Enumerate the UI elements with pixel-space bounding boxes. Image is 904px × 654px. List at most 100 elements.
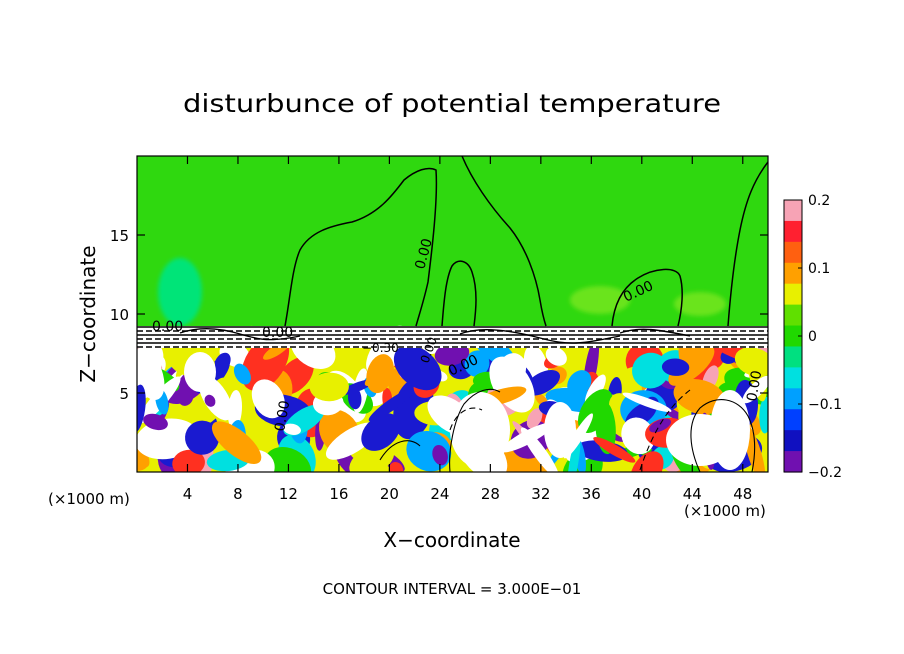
colorbar-swatch [784, 200, 802, 222]
field-patch [137, 436, 150, 468]
field-patch [361, 413, 401, 451]
chart-title: disturbunce of potential temperature [183, 89, 721, 118]
field-patch [185, 420, 220, 455]
field-patch [251, 379, 285, 419]
field-patch [544, 402, 576, 458]
field-patch [347, 386, 362, 410]
contour-right-edge [727, 161, 768, 327]
y-axis-label: Z−coordinate [76, 245, 100, 382]
field-patch [227, 389, 243, 430]
inversion-contours [137, 326, 768, 348]
colorbar-swatch [784, 388, 802, 410]
contour-label: −0.30 [362, 341, 399, 355]
field-patch [497, 353, 527, 387]
field-patch [621, 417, 655, 455]
field-patch [184, 352, 216, 392]
colorbar-tick-label: −0.2 [808, 465, 842, 481]
contour-dome-left [284, 167, 438, 327]
field-patch [526, 408, 543, 429]
plot-area [137, 156, 768, 472]
lower-contours [379, 388, 756, 472]
colorbar-swatch [784, 220, 802, 243]
upper-contours [284, 156, 768, 327]
field-patch [264, 446, 312, 472]
field-patch [742, 375, 768, 404]
x-tick-label: 12 [279, 485, 298, 503]
colorbar-swatch [784, 283, 802, 306]
field-patch [673, 378, 726, 415]
contour-label: 0.00 [412, 237, 436, 271]
field-patch [366, 354, 394, 394]
field-patch [137, 418, 199, 460]
colorbar-swatch [784, 262, 802, 285]
colorbar-tick-label: 0 [808, 329, 817, 345]
field-patch [388, 461, 404, 472]
field-patch [204, 394, 216, 407]
field-patch [283, 423, 301, 435]
field-patch [567, 370, 592, 397]
field-patch [172, 449, 205, 472]
colorbar-swatch [784, 241, 802, 264]
x-tick-label: 4 [183, 485, 193, 503]
field-patch [734, 347, 768, 377]
inversion-band [137, 326, 768, 348]
y-tick-label: 5 [119, 385, 129, 403]
field-patch [393, 344, 442, 391]
contour-hump-right [611, 268, 683, 327]
contour-labels: 0.00 0.00 0.00 0.00 0.00 0.00 0.00 −0.30… [152, 237, 765, 433]
colorbar-tick-label: 0.2 [808, 193, 830, 209]
contour-plume-mid [441, 260, 477, 327]
x-tick-label: 28 [481, 485, 500, 503]
y-axis: 5 10 15 [110, 227, 768, 403]
field-patch [464, 350, 490, 377]
contour-label: 0.00 [272, 399, 293, 432]
colorbar-swatch [784, 409, 802, 431]
field-patch [622, 392, 672, 413]
upper-anomaly-cyan [158, 258, 202, 326]
field-patch [661, 358, 690, 376]
field-patch [649, 418, 672, 433]
x-tick-label: 16 [329, 485, 348, 503]
field-patch [450, 392, 510, 468]
contour-label: 0.00 [152, 319, 183, 335]
field-patch [432, 444, 448, 466]
field-patch [633, 436, 647, 451]
field-patch [545, 346, 567, 366]
colorbar-swatch [784, 304, 802, 327]
x-axis-label: X−coordinate [383, 528, 520, 552]
field-patch [593, 436, 636, 463]
contour-label: 0.00 [262, 325, 293, 341]
field-patch [368, 388, 415, 422]
x-unit-right: (×1000 m) [684, 502, 766, 520]
x-axis: 4 8 12 16 20 24 28 32 36 40 44 48 [183, 156, 752, 503]
field-patch [143, 413, 168, 431]
colorbar: 0.2 0.1 0 −0.1 −0.2 [783, 193, 842, 481]
colorbar-swatch [784, 325, 802, 348]
field-patch [567, 434, 581, 472]
field-patch [214, 352, 231, 373]
field-patch [309, 372, 349, 402]
y-tick-label: 15 [110, 227, 129, 245]
x-tick-label: 20 [380, 485, 399, 503]
colorbar-swatch [784, 346, 802, 368]
x-unit-left: (×1000 m) [48, 490, 130, 508]
field-patch [525, 369, 560, 396]
field-patch [211, 421, 262, 464]
field-patch [520, 427, 559, 472]
contour-interval-footer: CONTOUR INTERVAL = 3.000E−01 [323, 580, 582, 598]
x-tick-label: 32 [531, 485, 550, 503]
contour-label: 0.00 [744, 369, 765, 402]
x-tick-label: 8 [233, 485, 243, 503]
field-patch [233, 363, 251, 385]
colorbar-swatch [784, 367, 802, 389]
x-tick-label: 44 [683, 485, 702, 503]
field-patch [759, 396, 768, 434]
contour-tower [461, 156, 547, 327]
field-patch [630, 451, 664, 472]
field-patch [252, 428, 277, 447]
field-patch [710, 390, 750, 470]
field-patch [632, 352, 669, 389]
x-tick-label: 36 [582, 485, 601, 503]
upper-field [137, 156, 768, 332]
